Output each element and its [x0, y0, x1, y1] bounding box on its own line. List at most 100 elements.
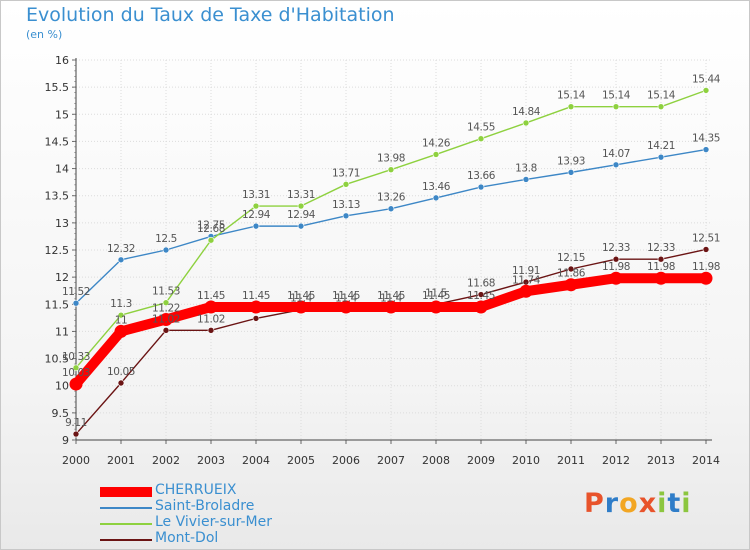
legend-item: Mont-Dol: [100, 530, 340, 548]
data-label: 15.44: [692, 73, 721, 85]
data-point: [567, 169, 575, 176]
proxiti-logo: Proxiti: [584, 488, 692, 519]
data-point: [249, 300, 263, 314]
data-label: 14.35: [692, 133, 720, 145]
data-label: 15.14: [647, 90, 676, 102]
y-tick-label: 14.5: [45, 135, 70, 148]
data-label: 12.33: [647, 242, 675, 254]
x-tick-label: 2013: [647, 454, 675, 467]
legend-swatch: [100, 539, 152, 541]
y-tick-label: 14: [55, 163, 69, 176]
x-tick-label: 2001: [107, 454, 135, 467]
logo-letter: o: [619, 488, 639, 519]
legend-label: CHERRUEIX: [155, 482, 237, 498]
data-label: 11.22: [152, 302, 180, 314]
y-tick-label: 13: [55, 217, 69, 230]
legend-label: Mont-Dol: [155, 530, 219, 546]
data-point: [72, 299, 80, 307]
data-label: 14.07: [602, 148, 630, 160]
y-tick-label: 15.5: [45, 81, 70, 94]
data-point: [207, 327, 215, 334]
data-label: 14.84: [512, 106, 541, 118]
data-label: 15.14: [557, 90, 586, 102]
data-point: [384, 300, 398, 314]
data-label: 12.68: [197, 223, 225, 235]
data-point: [657, 103, 665, 110]
data-point: [72, 364, 80, 372]
data-point: [567, 265, 575, 273]
data-label: 10.33: [62, 351, 90, 363]
data-label: 11.68: [467, 278, 495, 290]
data-point: [252, 222, 260, 230]
data-label: 11.52: [62, 286, 90, 298]
data-point: [162, 299, 170, 306]
data-label: 11.02: [152, 313, 180, 325]
data-label: 11.3: [110, 298, 132, 310]
data-point: [252, 202, 260, 210]
data-point: [564, 278, 578, 292]
series-lines: [69, 87, 713, 438]
data-point: [429, 300, 443, 314]
data-point: [117, 256, 125, 264]
x-tick-label: 2009: [467, 454, 495, 467]
data-point: [519, 284, 533, 298]
data-point: [567, 103, 575, 110]
data-label: 12.32: [107, 243, 135, 255]
data-point: [294, 300, 308, 314]
data-label: 11.4: [335, 293, 357, 305]
data-label: 12.5: [155, 233, 177, 245]
x-tick-label: 2012: [602, 454, 630, 467]
data-point: [432, 151, 440, 158]
data-point: [612, 255, 620, 263]
data-point: [297, 202, 305, 210]
x-tick-label: 2008: [422, 454, 450, 467]
data-point: [114, 324, 128, 338]
data-point: [522, 176, 530, 183]
x-tick-label: 2004: [242, 454, 270, 467]
data-point: [162, 327, 170, 334]
data-label: 11.98: [602, 261, 630, 273]
data-point: [477, 135, 485, 143]
data-point: [612, 103, 620, 110]
chart-title: Evolution du Taux de Taxe d'Habitation: [26, 4, 395, 26]
x-tick-label: 2002: [152, 454, 180, 467]
data-label: 13.98: [377, 153, 405, 165]
x-tick-label: 2010: [512, 454, 540, 467]
data-label: 13.8: [515, 162, 537, 174]
data-point: [612, 161, 620, 169]
data-point: [339, 300, 353, 314]
data-point: [657, 255, 665, 263]
data-label: 11.5: [425, 287, 447, 299]
data-label: 11.53: [152, 286, 180, 298]
data-label: 10.03: [62, 367, 90, 379]
legend-item: Le Vivier-sur-Mer: [100, 514, 340, 532]
x-tick-label: 2007: [377, 454, 405, 467]
data-label: 11.02: [197, 313, 225, 325]
data-label: 13.31: [242, 189, 270, 201]
legend-swatch: [100, 507, 152, 509]
data-point: [159, 312, 173, 326]
data-point: [702, 146, 710, 153]
legend-swatch: [100, 523, 152, 525]
x-tick-label: 2003: [197, 454, 225, 467]
x-tick-label: 2006: [332, 454, 360, 467]
x-tick-label: 2005: [287, 454, 315, 467]
data-point: [117, 311, 125, 319]
legend-swatch: [100, 487, 152, 497]
logo-letter: r: [604, 488, 620, 519]
data-point: [69, 377, 83, 391]
data-label: 11.98: [647, 261, 675, 273]
y-unit-label: (en %): [26, 28, 63, 41]
data-label: 11.74: [512, 274, 541, 286]
data-label: 14.26: [422, 137, 451, 149]
data-label: 10.05: [107, 366, 135, 378]
legend-item: CHERRUEIX: [100, 482, 340, 500]
logo-letter: i: [681, 488, 692, 519]
logo-letter: P: [584, 488, 605, 519]
data-label: 11: [115, 314, 128, 326]
data-label: 11.86: [557, 268, 586, 280]
legend-item: Saint-Broladre: [100, 498, 340, 516]
y-tick-label: 10: [55, 380, 69, 393]
